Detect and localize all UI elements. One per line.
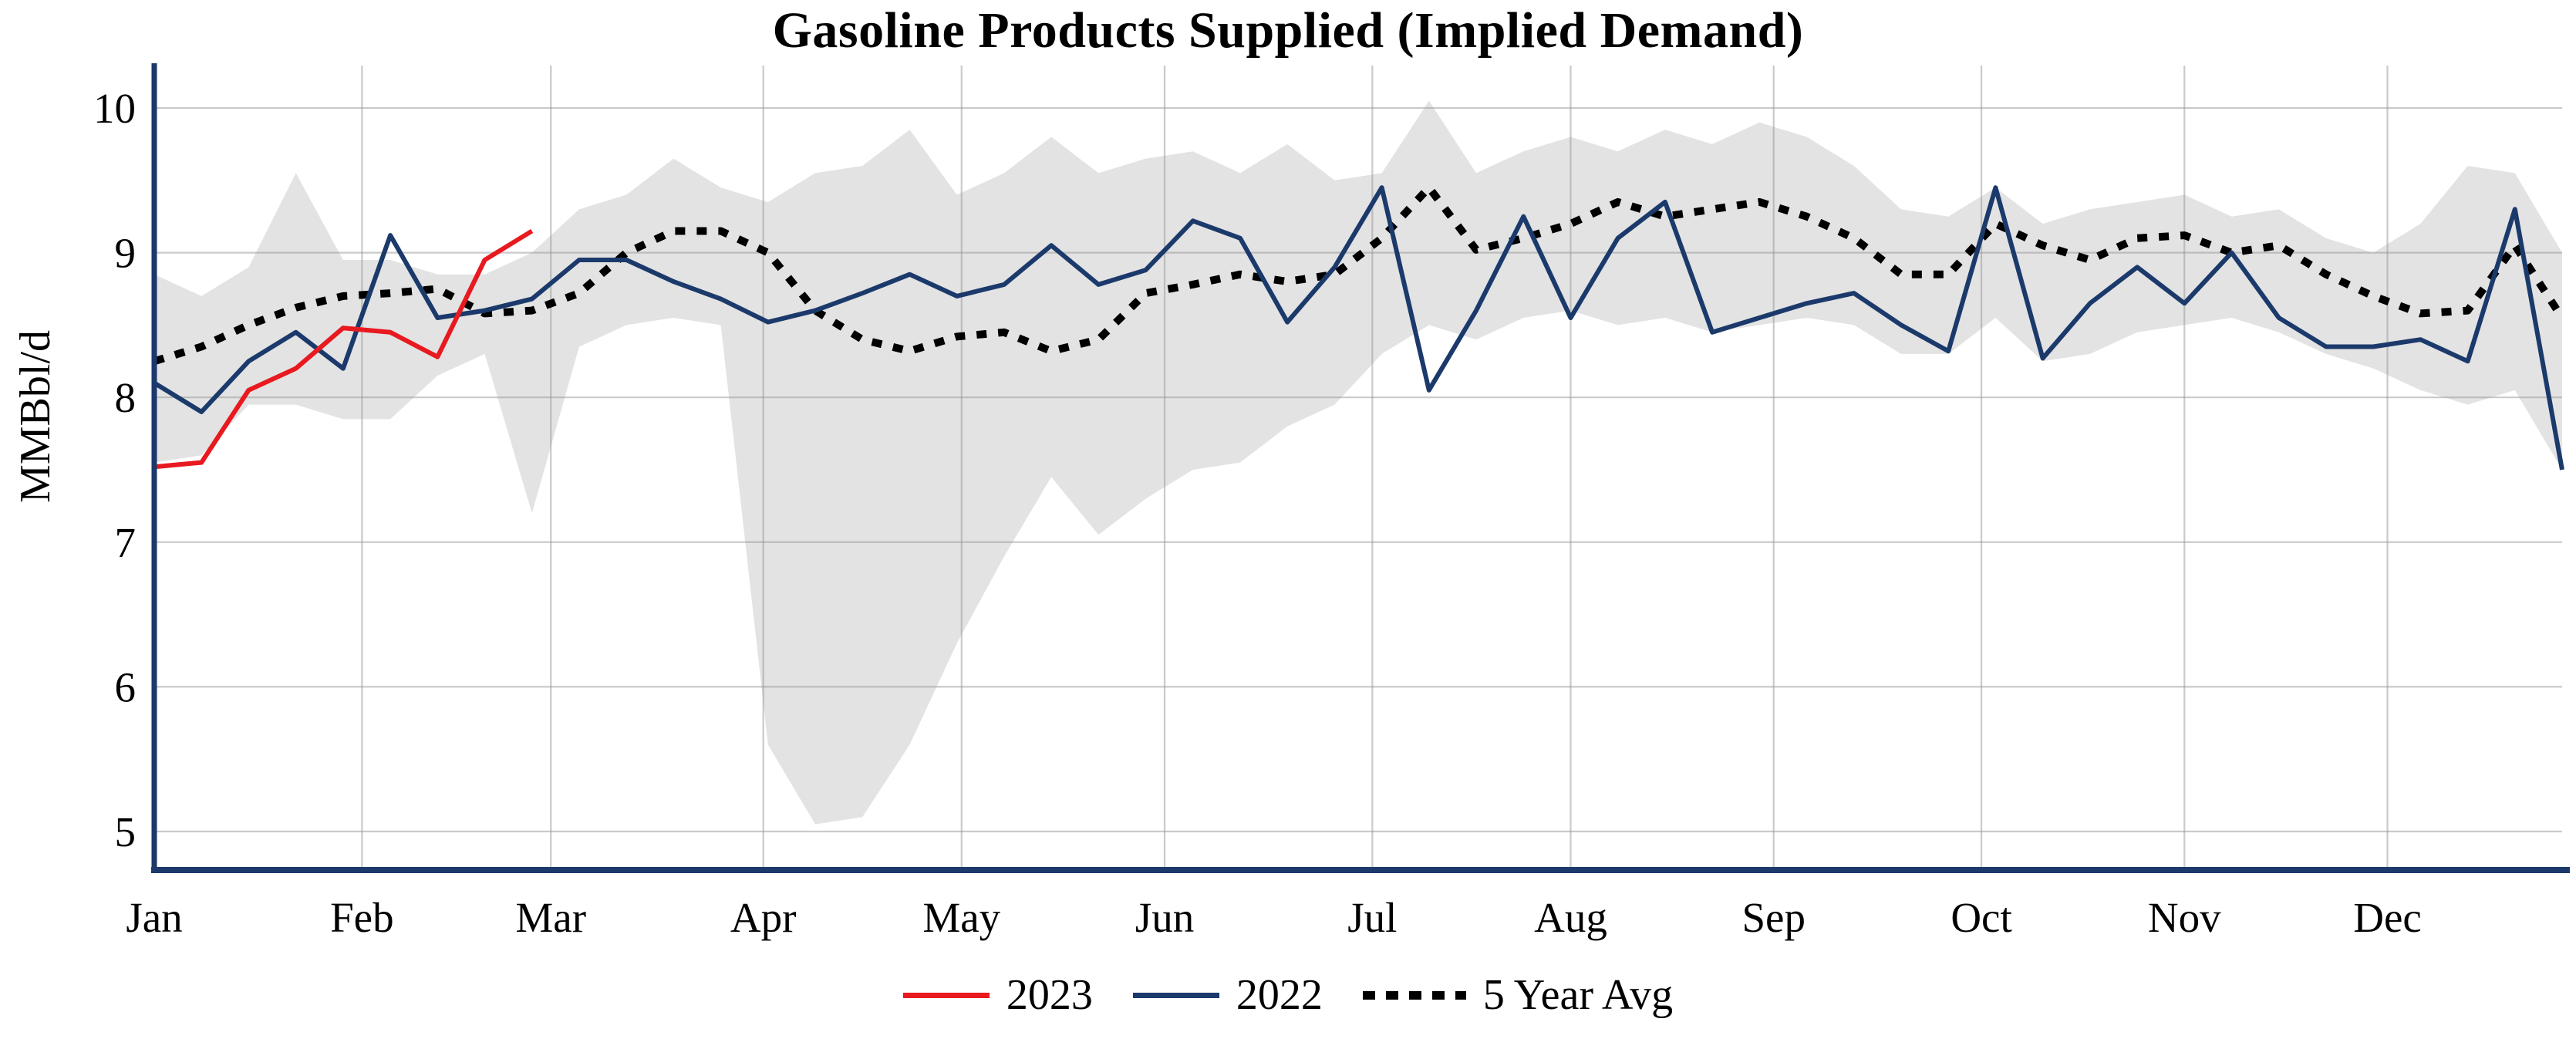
legend: 2023 2022 5 Year Avg (0, 970, 2576, 1020)
x-tick-label: Jun (1135, 894, 1194, 941)
x-tick-label: Jul (1347, 894, 1397, 941)
x-tick-label: Nov (2148, 894, 2221, 941)
x-tick-label: Feb (330, 894, 394, 941)
legend-label-2022: 2022 (1236, 971, 1323, 1019)
x-tick-label: Apr (730, 894, 797, 941)
y-tick-label: 9 (115, 230, 137, 277)
x-tick-label: May (922, 894, 1000, 941)
legend-label-5-year-avg: 5 Year Avg (1482, 971, 1674, 1019)
series-5-year-avg-line (153, 184, 2566, 366)
y-tick-label: 5 (115, 808, 137, 855)
x-tick-label: Jan (126, 894, 182, 941)
x-tick-label: Aug (1534, 894, 1607, 941)
y-tick-label: 7 (115, 519, 137, 566)
x-tick-label: Oct (1951, 894, 2011, 941)
legend-sample-2023 (902, 992, 990, 998)
legend-item-5-year-avg: 5 Year Avg (1362, 970, 1674, 1020)
series-2022-line (153, 185, 2564, 471)
chart-title: Gasoline Products Supplied (Implied Dema… (772, 2, 1804, 59)
legend-sample-5-year-avg (1362, 990, 1466, 1000)
legend-item-2022: 2022 (1132, 970, 1323, 1020)
x-tick-label: Dec (2353, 894, 2422, 941)
legend-label-2023: 2023 (1006, 971, 1093, 1019)
x-tick-label: Sep (1741, 894, 1806, 941)
five-year-range-band (154, 100, 2562, 825)
y-tick-label: 10 (93, 85, 136, 132)
legend-sample-2022 (1132, 992, 1219, 998)
y-tick-label: 8 (115, 374, 137, 421)
legend-item-2023: 2023 (902, 970, 1093, 1020)
series-2023-line (153, 228, 534, 470)
y-tick-label: 6 (115, 663, 137, 710)
x-tick-label: Mar (515, 894, 586, 941)
